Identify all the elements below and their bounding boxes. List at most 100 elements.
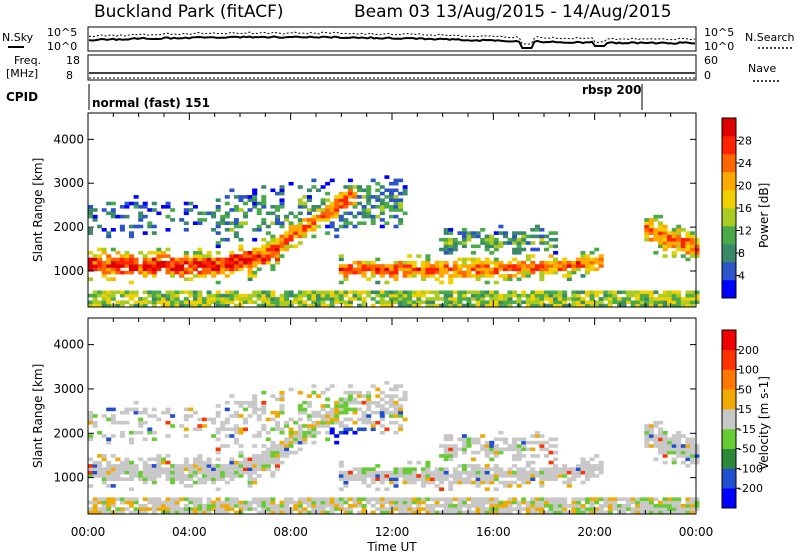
range-gate-cell	[420, 293, 426, 298]
range-gate-cell	[530, 507, 536, 511]
range-gate-cell	[594, 260, 600, 265]
range-gate-cell	[361, 467, 367, 471]
range-gate-cell	[580, 467, 586, 471]
range-gate-cell	[389, 477, 394, 481]
range-gate-cell	[192, 510, 198, 515]
range-gate-cell	[466, 480, 472, 485]
range-gate-cell	[689, 300, 695, 304]
range-gate-cell	[639, 297, 645, 301]
range-gate-cell	[389, 267, 394, 272]
range-gate-cell	[161, 293, 166, 298]
range-gate-cell	[398, 474, 404, 478]
x-tick-label: 08:00	[273, 525, 308, 539]
range-gate-cell	[256, 457, 262, 462]
range-gate-cell	[521, 470, 527, 475]
range-gate-cell	[448, 447, 454, 452]
range-gate-cell	[658, 440, 663, 445]
range-gate-cell	[302, 434, 308, 438]
colorbar-tick-label: 24	[738, 157, 752, 170]
range-gate-cell	[338, 424, 344, 428]
range-gate-cell	[557, 303, 563, 308]
range-gate-cell	[275, 244, 280, 249]
range-gate-cell	[224, 500, 230, 505]
range-gate-cell	[151, 257, 157, 262]
range-gate-cell	[484, 267, 490, 272]
range-gate-cell	[466, 504, 472, 508]
range-gate-cell	[220, 470, 226, 475]
range-gate-cell	[420, 507, 426, 511]
range-gate-cell	[265, 290, 271, 295]
range-gate-cell	[170, 510, 176, 515]
range-gate-cell	[238, 297, 244, 301]
range-gate-cell	[179, 303, 185, 308]
range-gate-cell	[539, 480, 545, 485]
range-gate-cell	[297, 407, 303, 412]
range-gate-cell	[261, 450, 267, 455]
range-gate-cell	[343, 397, 349, 402]
range-gate-cell	[306, 188, 312, 193]
range-gate-cell	[243, 214, 248, 219]
range-gate-cell	[211, 477, 217, 481]
range-gate-cell	[484, 274, 490, 278]
range-gate-cell	[402, 474, 408, 478]
range-gate-cell	[320, 300, 326, 304]
range-gate-cell	[293, 244, 299, 249]
range-gate-cell	[233, 460, 239, 465]
range-gate-cell	[512, 257, 518, 262]
range-gate-cell	[521, 480, 527, 485]
range-gate-cell	[411, 510, 417, 515]
range-gate-cell	[88, 474, 93, 478]
range-gate-cell	[420, 480, 426, 485]
range-gate-cell	[311, 424, 317, 428]
range-gate-cell	[347, 504, 353, 508]
range-gate-cell	[516, 251, 522, 255]
range-gate-cell	[580, 303, 586, 308]
range-gate-cell	[357, 260, 362, 265]
range-gate-cell	[471, 303, 476, 308]
range-gate-cell	[129, 470, 134, 475]
range-gate-cell	[393, 430, 399, 435]
range-gate-cell	[101, 303, 107, 308]
range-gate-cell	[233, 430, 239, 435]
range-gate-cell	[343, 507, 349, 511]
range-gate-cell	[648, 507, 654, 511]
range-gate-cell	[238, 260, 244, 265]
range-gate-cell	[88, 437, 93, 442]
range-gate-cell	[106, 264, 112, 268]
range-gate-cell	[316, 208, 321, 212]
range-gate-cell	[443, 237, 449, 242]
range-gate-cell	[243, 500, 248, 505]
colorbar-tick-label: 15	[738, 403, 752, 416]
range-gate-cell	[306, 297, 312, 301]
colorbar-tick-label: -15	[738, 423, 756, 436]
range-gate-cell	[553, 260, 559, 265]
range-gate-cell	[97, 264, 103, 268]
range-gate-cell	[220, 504, 226, 508]
range-gate-cell	[393, 400, 399, 405]
range-gate-cell	[156, 264, 162, 268]
range-gate-cell	[110, 497, 116, 501]
range-gate-cell	[88, 467, 93, 471]
range-gate-cell	[452, 270, 458, 275]
range-gate-cell	[151, 470, 157, 475]
range-gate-cell	[265, 417, 271, 422]
range-gate-cell	[115, 507, 121, 511]
range-gate-cell	[671, 290, 677, 295]
range-gate-cell	[366, 195, 372, 199]
range-gate-cell	[115, 300, 121, 304]
range-gate-cell	[466, 474, 472, 478]
range-gate-cell	[229, 470, 235, 475]
range-gate-cell	[261, 251, 267, 255]
range-gate-cell	[252, 264, 258, 268]
range-gate-cell	[106, 484, 112, 488]
range-gate-cell	[434, 293, 440, 298]
range-gate-cell	[667, 234, 673, 239]
range-gate-cell	[129, 464, 134, 468]
range-gate-cell	[548, 510, 554, 515]
range-gate-cell	[142, 507, 148, 511]
range-gate-cell	[370, 420, 376, 425]
range-gate-cell	[375, 497, 381, 501]
range-gate-cell	[147, 224, 153, 229]
range-gate-cell	[343, 191, 349, 196]
range-gate-cell	[256, 290, 262, 295]
